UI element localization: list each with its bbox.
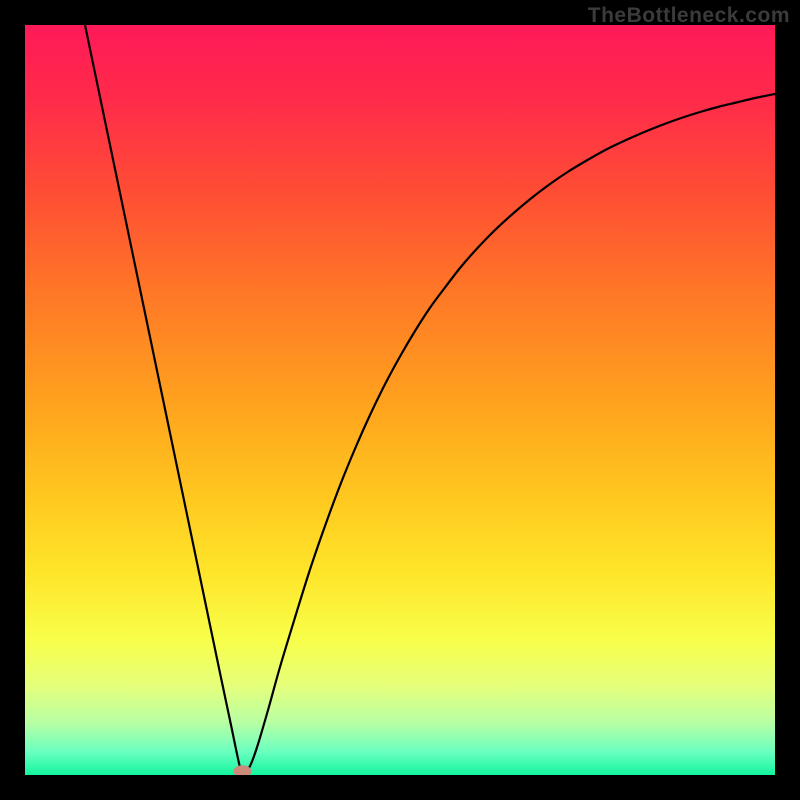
bottleneck-curve-chart [0, 0, 800, 800]
watermark-text: TheBottleneck.com [588, 4, 790, 28]
chart-container: TheBottleneck.com [0, 0, 800, 800]
gradient-background [25, 25, 775, 775]
